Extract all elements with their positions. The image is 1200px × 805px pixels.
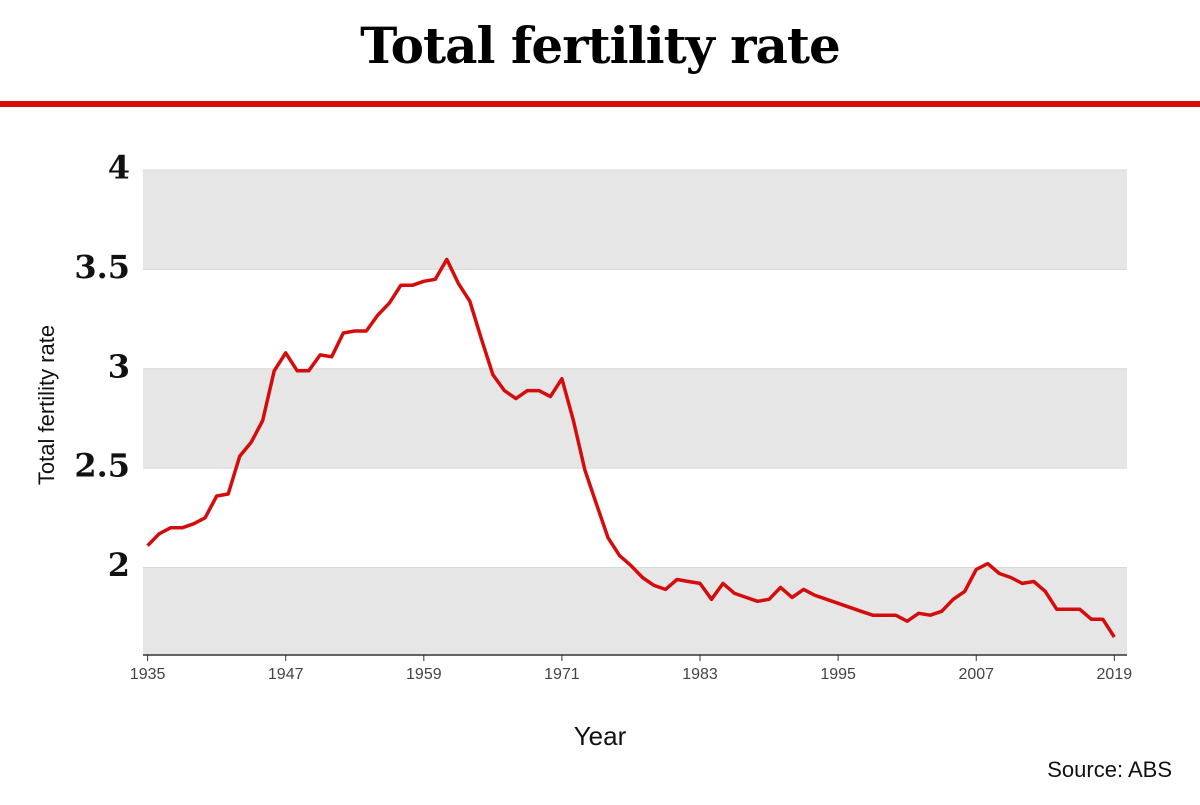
y-tick-label: 3.5 [74, 248, 130, 286]
x-tick-label: 1935 [130, 666, 166, 683]
x-tick-label: 1947 [268, 666, 304, 683]
grid-band [143, 368, 1127, 469]
y-axis-title: Total fertility rate [34, 325, 59, 485]
x-tick-label: 2007 [958, 666, 994, 683]
x-tick-label: 1971 [544, 666, 580, 683]
title-rule [0, 101, 1200, 107]
y-tick-label: 3 [108, 347, 130, 385]
y-tick-label: 2.5 [74, 447, 130, 485]
plot-area: 2 2.5 3 3.5 4 1935 1947 1959 1971 1983 1995 2007 201… [74, 149, 1132, 684]
grid-band [143, 170, 1127, 270]
data-line [146, 257, 1116, 639]
y-tick-label: 4 [108, 149, 130, 187]
x-tick-label: 2019 [1097, 666, 1133, 683]
x-tick-label: 1959 [406, 666, 442, 683]
grid-band [143, 567, 1127, 655]
x-tick-label: 1983 [682, 666, 718, 683]
source: Source: ABS [1047, 757, 1172, 782]
y-tick-label: 2 [108, 546, 130, 584]
x-axis-title: Year [574, 721, 627, 751]
chart-title: Total fertility rate [360, 16, 840, 75]
x-tick-label: 1995 [820, 666, 856, 683]
